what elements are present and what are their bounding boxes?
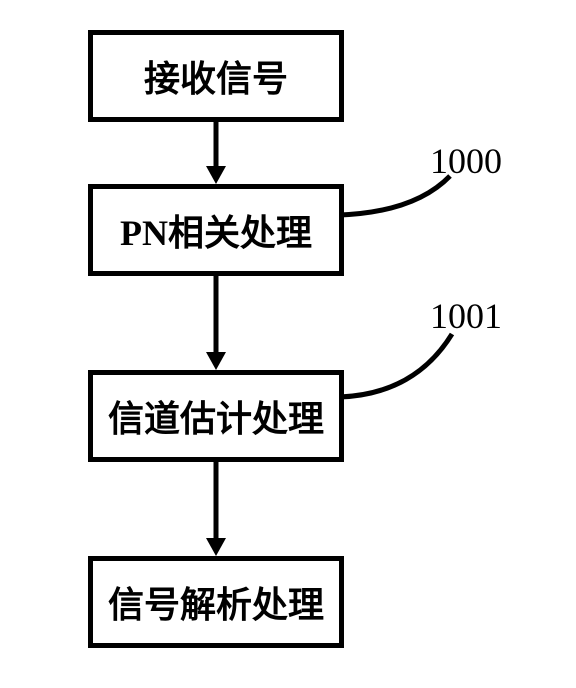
flowchart-canvas: 接收信号 PN相关处理 信道估计处理 信号解析处理 1000 1001 — [0, 0, 576, 688]
callout-label-1001: 1001 — [430, 295, 502, 337]
callout-curve-1001 — [0, 0, 576, 688]
